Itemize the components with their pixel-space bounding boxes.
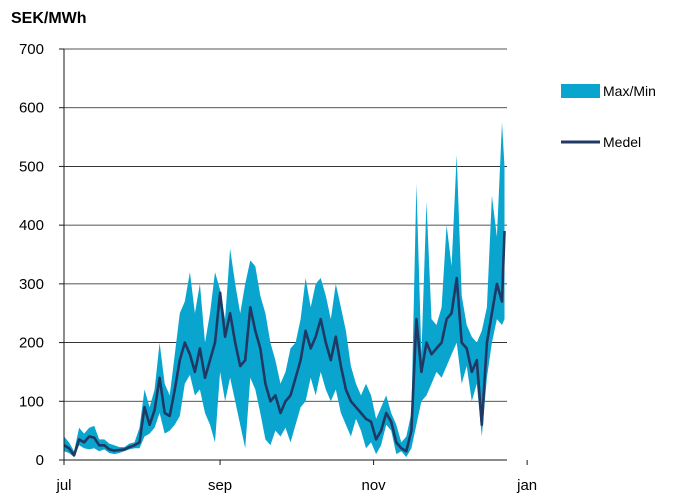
- max-min-area: [64, 122, 505, 458]
- max-min-band: [64, 122, 505, 458]
- x-tick-label: jul: [55, 477, 71, 494]
- y-tick-label: 100: [19, 393, 44, 410]
- x-tick-label: jan: [516, 477, 537, 494]
- x-tick-label: nov: [362, 477, 387, 494]
- axes: [59, 48, 528, 465]
- x-tick-labels: jul sep nov jan: [55, 477, 537, 494]
- legend-label-line: Medel: [603, 134, 641, 150]
- y-tick-label: 700: [19, 41, 44, 58]
- y-tick-label: 0: [36, 452, 44, 469]
- y-tick-label: 400: [19, 217, 44, 234]
- y-tick-label: 200: [19, 335, 44, 352]
- y-tick-label: 300: [19, 276, 44, 293]
- y-tick-label: 600: [19, 100, 44, 117]
- medel-series-line: [63, 230, 506, 457]
- y-axis-unit-label: SEK/MWh: [11, 10, 87, 27]
- gridlines: [64, 48, 507, 402]
- y-tick-label: 500: [19, 158, 44, 175]
- legend-swatch-band: [561, 84, 600, 98]
- mean-line: [63, 230, 506, 457]
- legend-label-band: Max/Min: [603, 83, 656, 99]
- y-tick-labels: 0 100 200 300 400 500 600 700: [19, 41, 44, 469]
- legend: Max/Min Medel: [561, 83, 656, 150]
- x-tick-label: sep: [208, 477, 232, 494]
